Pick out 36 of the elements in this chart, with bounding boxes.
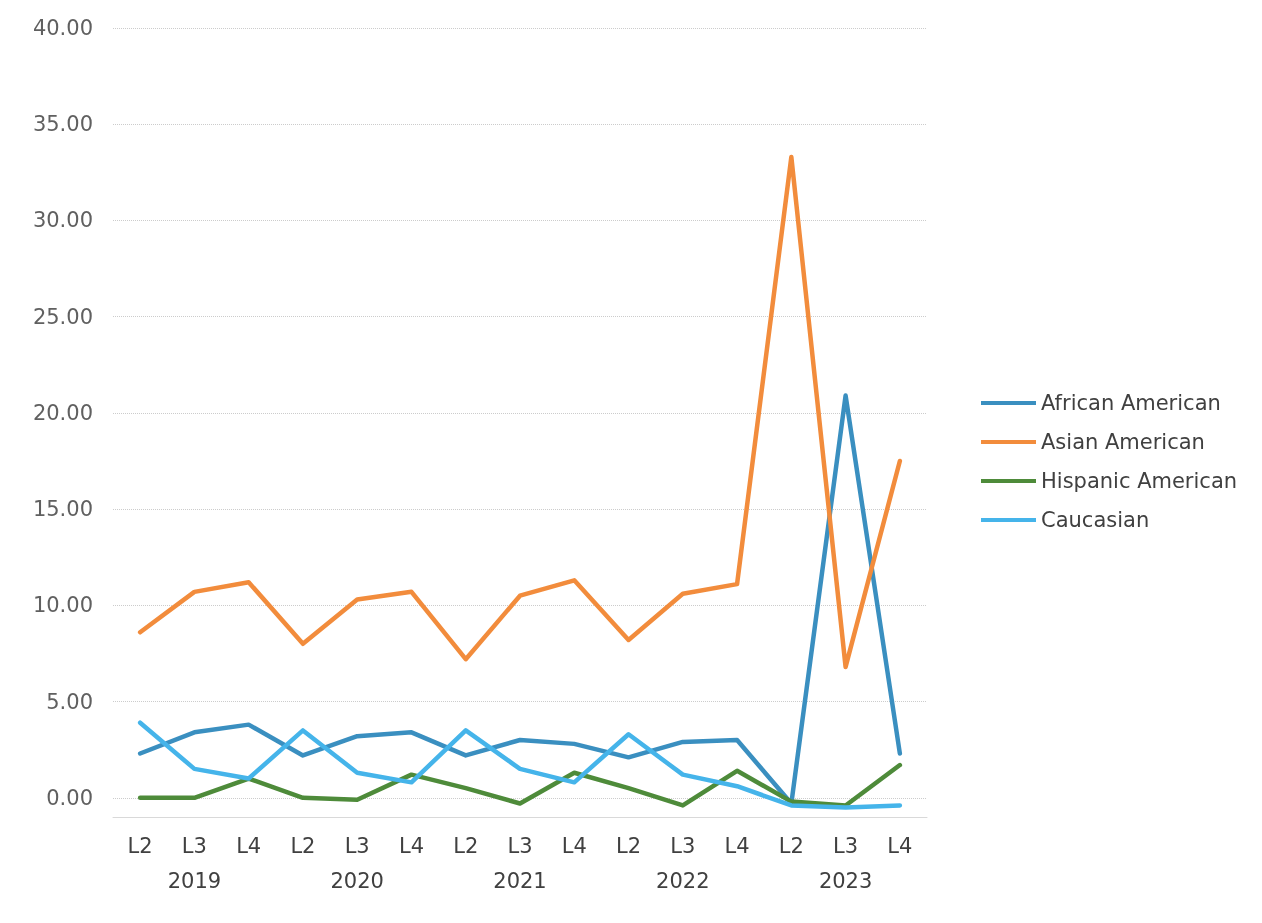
text: 2021 bbox=[493, 868, 547, 893]
x-tick-label: L2 bbox=[616, 833, 642, 858]
x-tick-label: L2 bbox=[453, 833, 479, 858]
legend-label: Caucasian bbox=[1041, 508, 1150, 532]
x-tick-label: L4 bbox=[236, 833, 262, 858]
line-series bbox=[137, 154, 903, 670]
y-tick-label: 10.00 bbox=[32, 593, 93, 618]
x-tick-label: L4 bbox=[724, 833, 750, 858]
x-tick-label: L3 bbox=[181, 833, 207, 858]
y-tick-label: 0.00 bbox=[46, 785, 93, 810]
x-tick-label: L2 bbox=[127, 833, 153, 858]
legend-label: Hispanic American bbox=[1041, 469, 1238, 493]
line-series bbox=[137, 762, 903, 808]
text: 2020 bbox=[330, 868, 384, 893]
y-tick-label: 20.00 bbox=[32, 400, 93, 425]
y-tick-label: 25.00 bbox=[32, 304, 93, 329]
x-tick-label: L3 bbox=[670, 833, 696, 858]
text: 2019 bbox=[167, 868, 222, 893]
x-tick-label: L2 bbox=[290, 833, 316, 858]
y-tick-label: 40.00 bbox=[32, 16, 93, 40]
y-tick-label: 5.00 bbox=[46, 689, 93, 714]
text: 2022 bbox=[656, 868, 710, 893]
x-tick-label: L3 bbox=[344, 833, 370, 858]
x-tick-label: L4 bbox=[561, 833, 587, 858]
x-tick-label: L4 bbox=[398, 833, 424, 858]
x-tick-label: L3 bbox=[833, 833, 859, 858]
y-tick-label: 30.00 bbox=[32, 208, 93, 233]
y-tick-label: 15.00 bbox=[32, 497, 93, 522]
legend-label: African American bbox=[1041, 391, 1221, 415]
legend-label: Asian American bbox=[1041, 430, 1205, 454]
text: 2023 bbox=[818, 868, 873, 893]
x-tick-label: L4 bbox=[887, 833, 913, 858]
y-tick-label: 35.00 bbox=[32, 112, 93, 137]
x-tick-label: L3 bbox=[507, 833, 533, 858]
line-series bbox=[137, 720, 903, 810]
x-tick-label: L2 bbox=[778, 833, 804, 858]
